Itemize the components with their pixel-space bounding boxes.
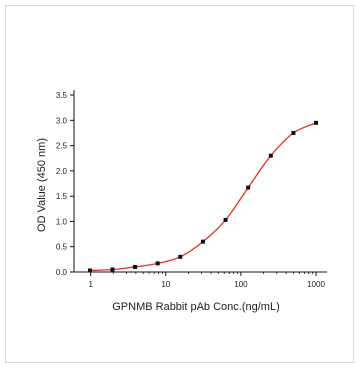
- data-point: [133, 264, 138, 269]
- data-point: [200, 239, 205, 244]
- data-point: [155, 261, 160, 266]
- y-tick-label: 3.0: [56, 116, 68, 125]
- data-point: [110, 267, 115, 272]
- data-point: [223, 217, 228, 222]
- x-tick-label: 1: [88, 280, 93, 289]
- axis-labels: GPNMB Rabbit pAb Conc.(ng/mL) OD Value (…: [36, 138, 280, 313]
- y-tick-label: 2.5: [56, 142, 68, 151]
- axes: 0.0 0.5 1.0 1.5 2.0 2.5 3.0 3.5 1 10 100 1000: [56, 90, 327, 289]
- data-point: [88, 268, 93, 273]
- data-point: [291, 130, 296, 135]
- x-tick-label: 100: [234, 280, 248, 289]
- y-tick-label: 1.0: [56, 217, 68, 226]
- fit-curve-group: [89, 122, 317, 272]
- y-tick-label: 3.5: [56, 91, 68, 100]
- y-tick-label: 0.5: [56, 243, 68, 252]
- data-point: [246, 185, 251, 190]
- x-tick-label: 1000: [307, 280, 325, 289]
- data-point: [314, 120, 319, 125]
- x-tick-label: 10: [161, 280, 170, 289]
- y-tick-label: 0.0: [56, 268, 68, 277]
- fit-curve: [89, 122, 317, 272]
- x-axis-title: GPNMB Rabbit pAb Conc.(ng/mL): [112, 301, 280, 313]
- data-point: [178, 254, 183, 259]
- y-tick-label: 1.5: [56, 192, 68, 201]
- y-axis-title: OD Value (450 nm): [36, 138, 48, 232]
- data-points: [88, 120, 319, 273]
- y-tick-label: 2.0: [56, 167, 68, 176]
- chart-frame: [5, 5, 354, 363]
- data-point: [268, 153, 273, 158]
